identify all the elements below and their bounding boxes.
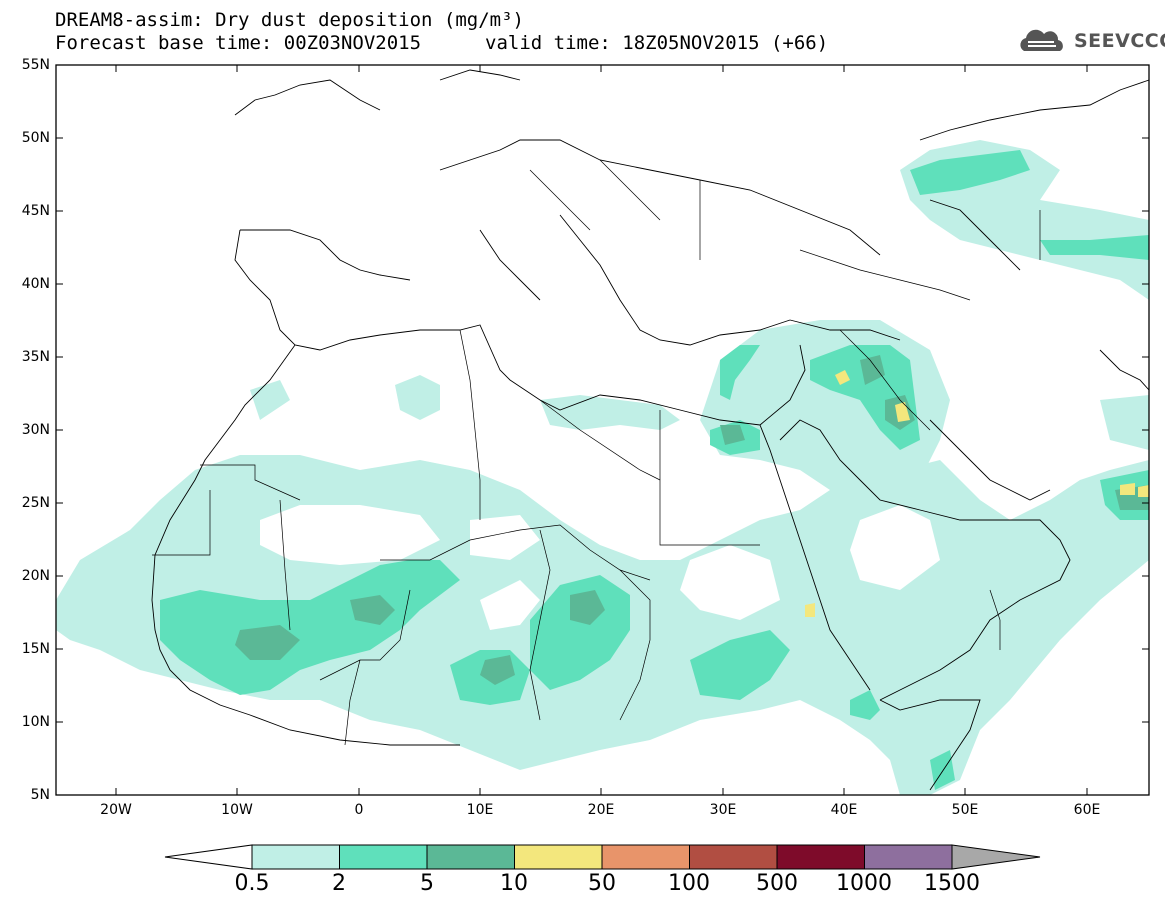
colorbar-label: 0.5 xyxy=(234,871,270,896)
lon-label: 50E xyxy=(951,802,979,818)
lon-label: 40E xyxy=(830,802,858,818)
lat-label: 40N xyxy=(21,276,50,292)
lon-label: 20W xyxy=(100,802,132,818)
colorbar-label: 2 xyxy=(332,871,346,896)
lon-label: 0 xyxy=(354,802,364,818)
colorbar-label: 5 xyxy=(420,871,434,896)
lat-label: 30N xyxy=(21,422,50,438)
axis-ticks xyxy=(56,64,1149,796)
dust-field xyxy=(56,69,1149,795)
colorbar-label: 50 xyxy=(588,871,616,896)
colorbar-bin-8 xyxy=(864,844,953,870)
lon-label: 10E xyxy=(466,802,494,818)
colorbar-label: 500 xyxy=(756,871,798,896)
valid-time: valid time: 18Z05NOV2015 (+66) xyxy=(485,32,829,54)
dust-gaps xyxy=(260,505,940,630)
colorbar-bin-3 xyxy=(426,844,515,870)
lat-label: 10N xyxy=(21,714,50,730)
map-title: DREAM8-assim: Dry dust deposition (mg/m³… xyxy=(55,9,524,31)
colorbar-bin-6 xyxy=(689,844,778,870)
colorbar-label: 10 xyxy=(500,871,528,896)
colorbar-label: 100 xyxy=(668,871,710,896)
lat-label: 50N xyxy=(21,130,50,146)
colorbar-bin-7 xyxy=(776,844,865,870)
lon-label: 30E xyxy=(709,802,737,818)
lat-label: 25N xyxy=(21,495,50,511)
lat-label: 35N xyxy=(21,349,50,365)
lon-label: 20E xyxy=(587,802,615,818)
seevccc-logo: SEEVCCC xyxy=(1018,27,1165,55)
country-borders xyxy=(152,159,1041,746)
colorbar xyxy=(164,844,1041,870)
lat-label: 5N xyxy=(30,787,50,803)
lat-label: 20N xyxy=(21,568,50,584)
forecast-base-time: Forecast base time: 00Z03NOV2015 xyxy=(55,32,422,54)
dust-level-10-50 xyxy=(805,370,1149,617)
colorbar-label: 1500 xyxy=(924,871,980,896)
dust-level-2-5 xyxy=(160,150,1149,790)
lon-label: 60E xyxy=(1073,802,1101,818)
colorbar-bin-4 xyxy=(514,844,603,870)
colorbar-low-arrow xyxy=(164,844,253,870)
colorbar-bin-5 xyxy=(601,844,690,870)
colorbar-high-arrow xyxy=(951,844,1041,870)
colorbar-bin-1 xyxy=(251,844,340,870)
colorbar-bin-2 xyxy=(339,844,428,870)
dust-level-0.5-2 xyxy=(56,140,1149,795)
lon-label: 10W xyxy=(221,802,253,818)
colorbar-label: 1000 xyxy=(836,871,892,896)
lat-label: 45N xyxy=(21,203,50,219)
lat-label: 55N xyxy=(21,57,50,73)
cloud-icon xyxy=(1020,29,1063,51)
coastlines xyxy=(151,69,1149,791)
lat-label: 15N xyxy=(21,641,50,657)
